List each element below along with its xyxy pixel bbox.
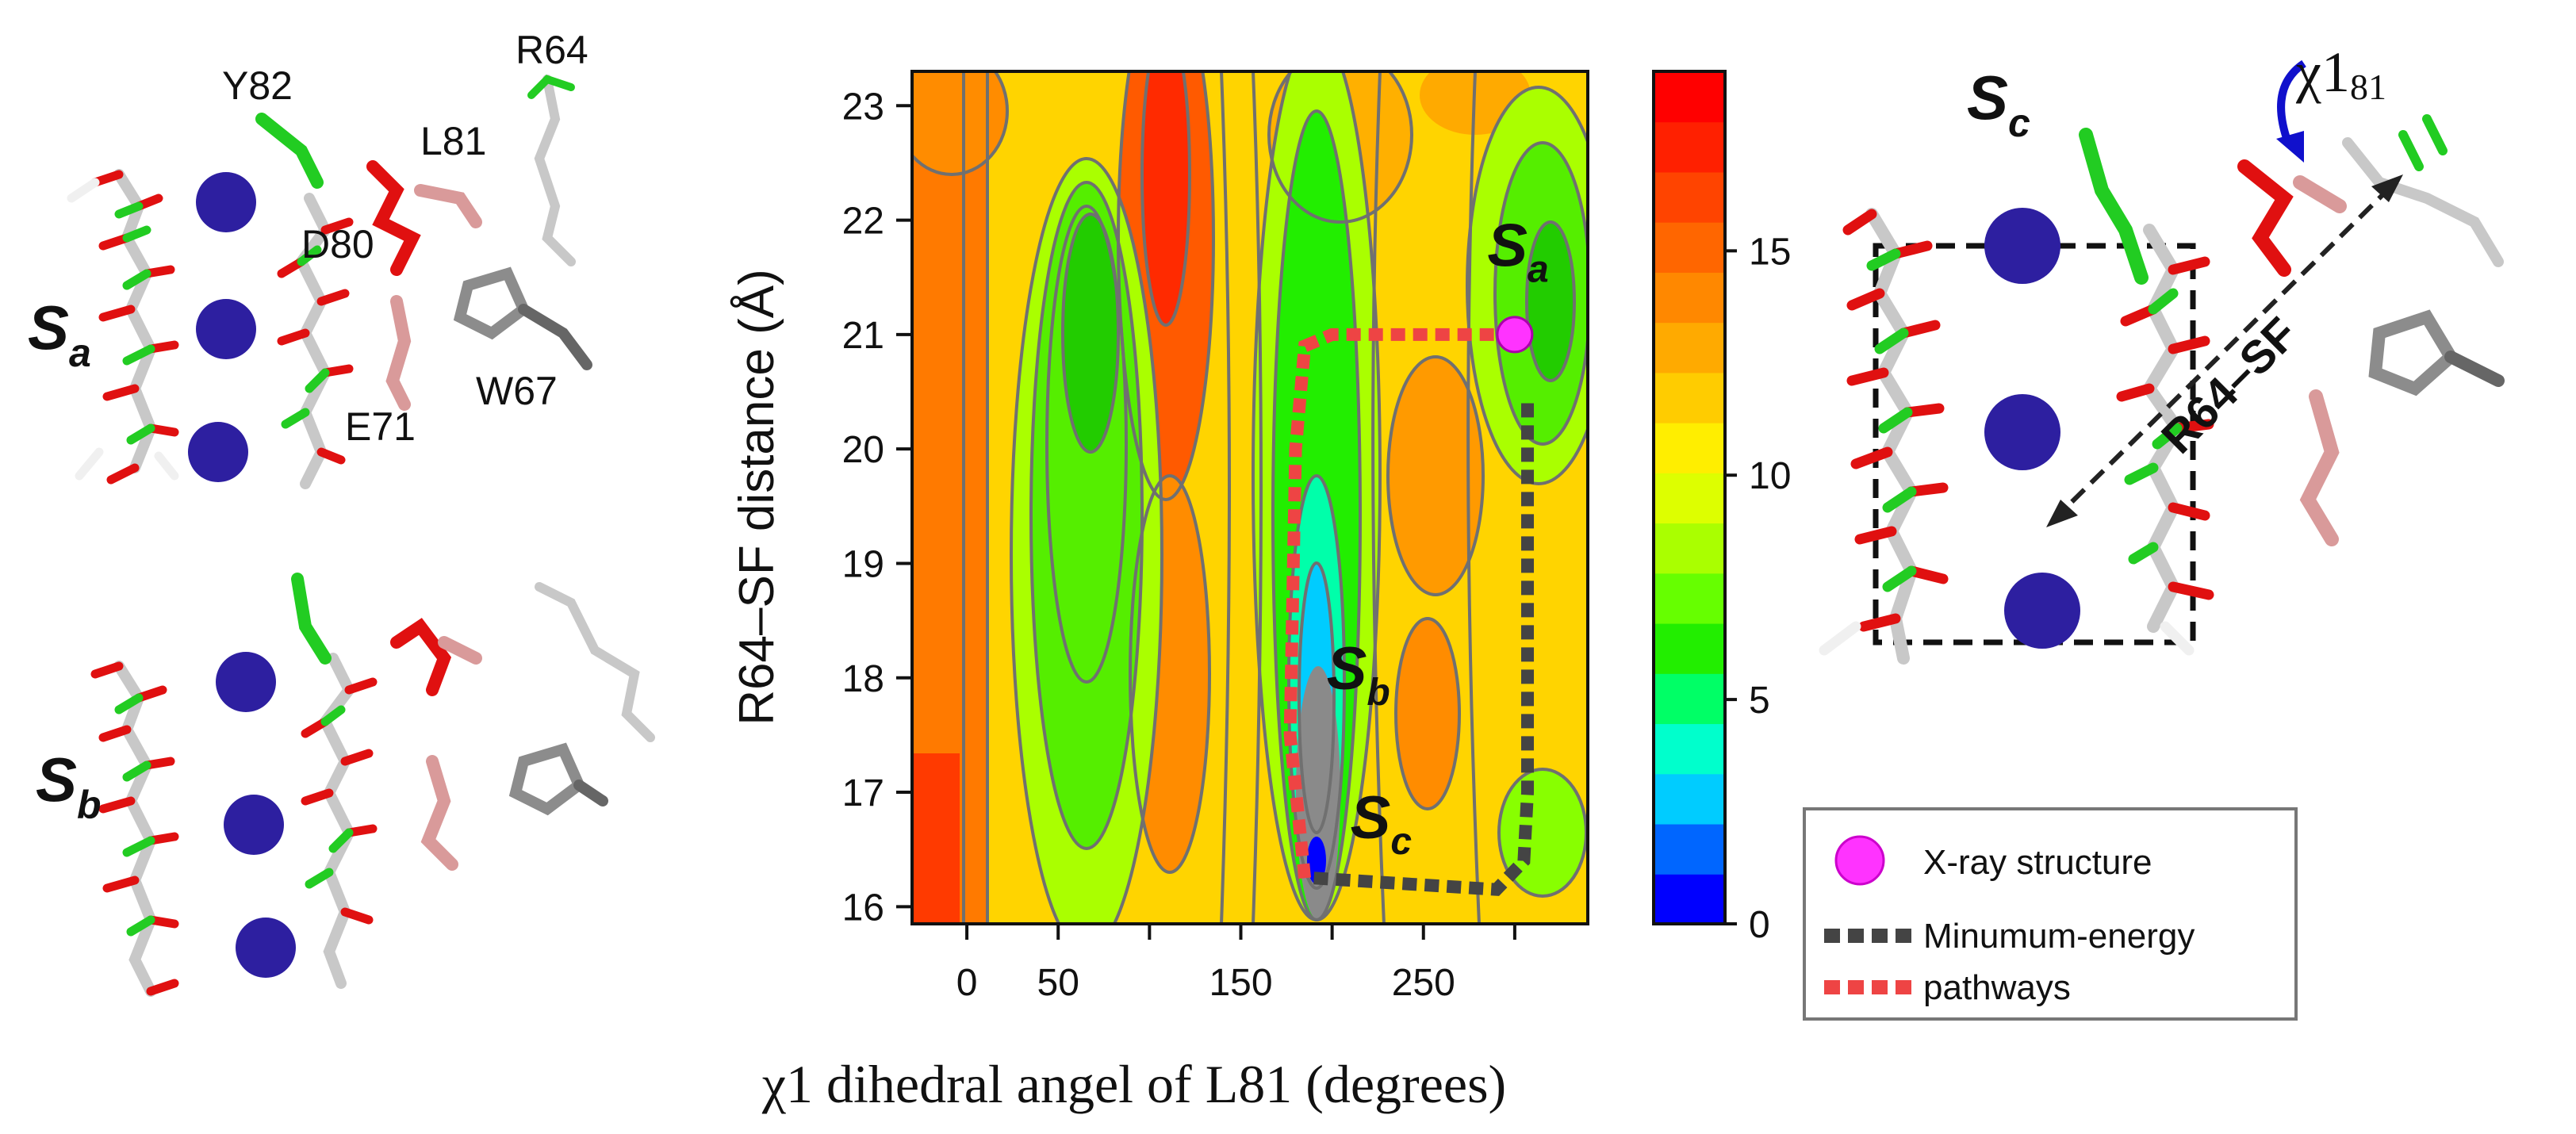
legend-box: X-ray structure Minumum-energy pathways: [1803, 807, 2298, 1021]
colorbar-band-14: [1654, 171, 1725, 223]
well-right-bottom: [1499, 769, 1586, 896]
state-label-sb: Sb: [36, 745, 102, 827]
band-right-orange: [1388, 357, 1483, 595]
y-tick-label-5: 21: [842, 315, 884, 357]
legend-path-line2: pathways: [1923, 968, 2071, 1007]
plot-state-label-c: Sc: [1351, 784, 1412, 863]
well-center-d: [1296, 666, 1340, 920]
colorbar-tick-label-0: 0: [1749, 904, 1770, 946]
band-top-left: [912, 71, 1007, 174]
band-left-edge: [912, 753, 960, 924]
molecule-panel-sb: Sb: [36, 573, 655, 997]
potassium-ions-sa: [188, 172, 256, 482]
y-axis-label: R64–SF distance (Å): [730, 269, 784, 725]
colorbar-band-11: [1654, 322, 1725, 374]
side-chains-sb: [291, 573, 655, 871]
x-axis-label: χ1 dihedral angel of L81 (degrees): [761, 1054, 1506, 1114]
backbone-left-sb: [90, 653, 378, 997]
r64-sf-arrowhead-bottom: [2046, 500, 2078, 527]
colorbar-band-7: [1654, 523, 1725, 574]
x-tick-label-3: 250: [1392, 962, 1455, 1004]
colorbar-tick-label-2: 10: [1749, 455, 1791, 497]
contour-lines: [912, 71, 1588, 924]
band-center-red-core: [1142, 71, 1190, 325]
colorbar-band-5: [1654, 623, 1725, 674]
y-tick-label-4: 20: [842, 429, 884, 471]
colorbar-band-8: [1654, 472, 1725, 524]
chi-rotation-arrow: [2277, 59, 2306, 144]
colorbar-tick-label-3: 15: [1749, 231, 1791, 273]
residue-label-l81: L81: [420, 119, 486, 163]
plot-frame: [910, 70, 1589, 925]
state-label-sa: Sa: [28, 293, 91, 375]
xray-structure-marker: [1496, 316, 1534, 354]
well-left-core: [1063, 214, 1118, 452]
x-axis: 0 50 150 250: [956, 924, 1516, 1004]
y-tick-label-6: 22: [842, 201, 884, 243]
state-label-layer: Sa Sb Sc: [1327, 212, 1549, 862]
colorbar-band-3: [1654, 723, 1725, 775]
x-tick-label-1: 50: [1037, 962, 1079, 1004]
colorbar-band-16: [1654, 71, 1725, 123]
residue-label-d80: D80: [301, 222, 374, 266]
residue-label-r64: R64: [516, 28, 588, 72]
residue-label-w67: W67: [476, 369, 558, 413]
y-tick-label-2: 18: [842, 658, 884, 700]
colorbar-band-15: [1654, 121, 1725, 173]
colorbar-band-9: [1654, 422, 1725, 473]
y-tick-label-7: 23: [842, 86, 884, 128]
x-tick-label-2: 150: [1209, 962, 1272, 1004]
residue-label-e71: E71: [345, 404, 416, 449]
r64-sf-arrow: [2056, 184, 2394, 518]
colorbar-band-6: [1654, 573, 1725, 624]
colorbar-band-13: [1654, 221, 1725, 273]
r64-sf-arrowhead-top: [2371, 174, 2403, 202]
plot-state-label-a: Sa: [1487, 212, 1548, 290]
well-right-core: [1527, 222, 1574, 381]
chi-label: χ181: [2295, 40, 2386, 107]
backbone-left-sa: [67, 169, 354, 489]
y-tick-label-1: 17: [842, 772, 884, 814]
colorbar-band-4: [1654, 672, 1725, 725]
molecule-panel-sc: R64–SF χ181 Sc: [1819, 40, 2505, 665]
y-tick-label-3: 19: [842, 543, 884, 585]
pathway-layer: [1283, 316, 1535, 896]
minimum-energy-pathway-line: [1313, 403, 1535, 896]
colorbar-band-2: [1654, 773, 1725, 825]
molecule-panel-sa: Sa Y82 R64 L81 D80 W67 E71: [28, 28, 592, 489]
colorbar-band-1: [1654, 823, 1725, 875]
colorbar-band-10: [1654, 372, 1725, 423]
residue-label-y82: Y82: [222, 63, 293, 108]
legend-frame: [1803, 807, 2298, 1021]
red-pathway-line: [1283, 328, 1497, 879]
plot-state-label-b: Sb: [1327, 635, 1390, 714]
side-chains-sa: [255, 75, 592, 411]
y-axis: 16 17 18 19 20 21 22 23: [842, 86, 912, 929]
colorbar-band-0: [1654, 873, 1725, 925]
x-tick-label-0: 0: [956, 962, 978, 1004]
legend-path-line1: Minumum-energy: [1923, 917, 2195, 956]
colorbar: [1654, 71, 1725, 925]
legend-xray-marker: [1834, 835, 1885, 886]
band-right-orange2: [1396, 619, 1459, 809]
r64-sf-label: R64–SF: [2152, 308, 2307, 463]
potassium-ions-sc: [1984, 208, 2080, 649]
backbone-right-sc: [1819, 208, 2214, 665]
colorbar-frame: [1652, 70, 1727, 925]
side-chains-sc: [2079, 114, 2505, 546]
state-label-sc: Sc: [1967, 63, 2030, 145]
colorbar-ticks: 0 5 10 15: [1725, 231, 1791, 946]
chi-rotation-arrowhead: [2276, 131, 2304, 163]
y-tick-label-0: 16: [842, 887, 884, 929]
potassium-ions-sb: [216, 652, 296, 978]
legend-xray-label: X-ray structure: [1923, 843, 2152, 882]
colorbar-tick-label-1: 5: [1749, 680, 1770, 722]
colorbar-band-12: [1654, 271, 1725, 324]
